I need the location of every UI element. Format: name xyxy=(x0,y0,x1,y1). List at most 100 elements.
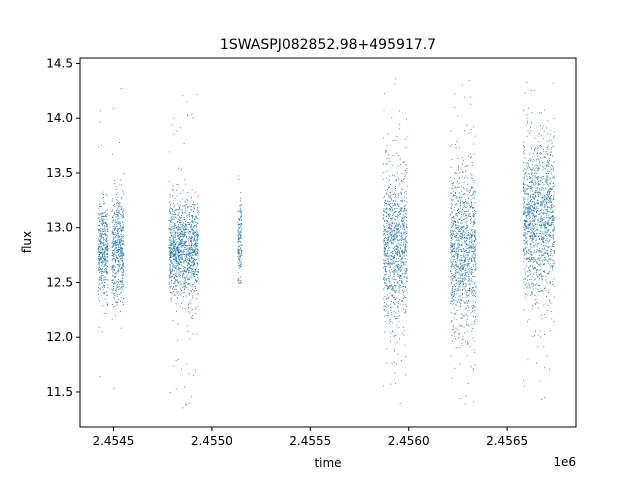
data-point xyxy=(536,153,538,155)
data-point xyxy=(466,252,468,253)
data-point xyxy=(523,258,525,260)
data-point xyxy=(466,221,468,222)
data-point xyxy=(527,359,529,361)
data-point xyxy=(452,224,454,226)
data-point xyxy=(387,239,389,240)
data-point xyxy=(383,213,385,215)
data-point xyxy=(464,259,466,261)
data-point xyxy=(472,193,474,195)
data-point xyxy=(183,285,185,287)
data-point xyxy=(474,253,476,255)
data-point xyxy=(523,225,525,226)
data-point xyxy=(525,259,527,261)
data-point xyxy=(174,281,176,283)
data-point xyxy=(393,310,395,312)
data-point xyxy=(463,267,464,268)
data-point xyxy=(401,275,403,277)
data-point xyxy=(395,180,397,182)
data-point xyxy=(403,255,405,257)
data-point xyxy=(120,251,122,253)
data-point xyxy=(388,187,390,188)
data-point xyxy=(386,145,388,147)
data-point xyxy=(538,254,540,256)
data-point xyxy=(106,294,108,296)
data-point xyxy=(181,246,183,248)
data-point xyxy=(462,232,463,234)
data-point xyxy=(112,250,113,252)
data-point xyxy=(179,251,180,253)
data-point xyxy=(390,301,392,302)
data-point xyxy=(101,218,103,220)
data-point xyxy=(458,247,460,249)
data-point xyxy=(168,282,170,284)
data-point xyxy=(184,246,186,248)
data-point xyxy=(388,247,389,249)
data-point xyxy=(100,234,102,236)
data-point xyxy=(114,232,116,234)
data-point xyxy=(523,176,525,178)
data-point xyxy=(454,236,455,238)
data-point xyxy=(183,245,185,247)
data-point xyxy=(239,211,241,212)
data-point xyxy=(106,229,108,230)
data-point xyxy=(545,222,547,224)
data-point xyxy=(181,265,183,267)
data-point xyxy=(178,226,180,228)
data-point xyxy=(451,262,453,264)
data-point xyxy=(400,277,402,279)
data-point xyxy=(456,141,458,142)
data-point xyxy=(117,286,119,288)
data-point xyxy=(465,246,467,248)
data-point xyxy=(98,264,100,266)
data-point xyxy=(122,215,124,217)
data-point xyxy=(406,185,408,187)
data-point xyxy=(117,221,119,223)
data-point xyxy=(169,277,171,279)
data-point xyxy=(173,224,175,226)
data-point xyxy=(547,214,549,216)
data-point xyxy=(538,290,540,292)
data-point xyxy=(474,276,476,277)
data-point xyxy=(385,277,387,279)
data-point xyxy=(452,216,454,218)
data-point xyxy=(466,225,468,226)
data-point xyxy=(451,237,453,238)
data-point xyxy=(238,253,240,255)
data-point xyxy=(397,205,399,207)
data-point xyxy=(539,192,541,194)
data-point xyxy=(237,229,239,231)
data-point xyxy=(173,134,175,136)
data-point xyxy=(173,230,175,232)
data-point xyxy=(405,311,407,313)
data-point xyxy=(540,256,542,258)
data-point xyxy=(180,204,181,206)
data-point xyxy=(101,268,103,270)
data-point xyxy=(107,250,109,251)
data-point xyxy=(551,206,553,208)
data-point xyxy=(462,231,464,233)
data-point xyxy=(187,192,189,194)
data-point xyxy=(395,236,397,238)
data-point xyxy=(179,249,181,251)
data-point xyxy=(542,237,544,239)
data-point xyxy=(122,274,124,276)
data-point xyxy=(241,255,243,257)
data-point xyxy=(554,184,556,186)
data-point xyxy=(540,276,542,278)
data-point xyxy=(238,235,239,237)
data-point xyxy=(401,238,403,240)
data-point xyxy=(123,217,125,218)
data-point xyxy=(470,234,472,236)
data-point xyxy=(400,213,401,215)
data-point xyxy=(238,249,240,251)
data-point xyxy=(530,206,532,208)
data-point xyxy=(98,262,99,264)
data-point xyxy=(553,242,555,243)
data-point xyxy=(118,206,119,208)
data-point xyxy=(458,230,460,232)
data-point xyxy=(396,236,398,238)
data-point xyxy=(472,307,473,309)
data-point xyxy=(451,297,453,299)
data-point xyxy=(553,161,555,163)
data-point xyxy=(102,233,103,234)
